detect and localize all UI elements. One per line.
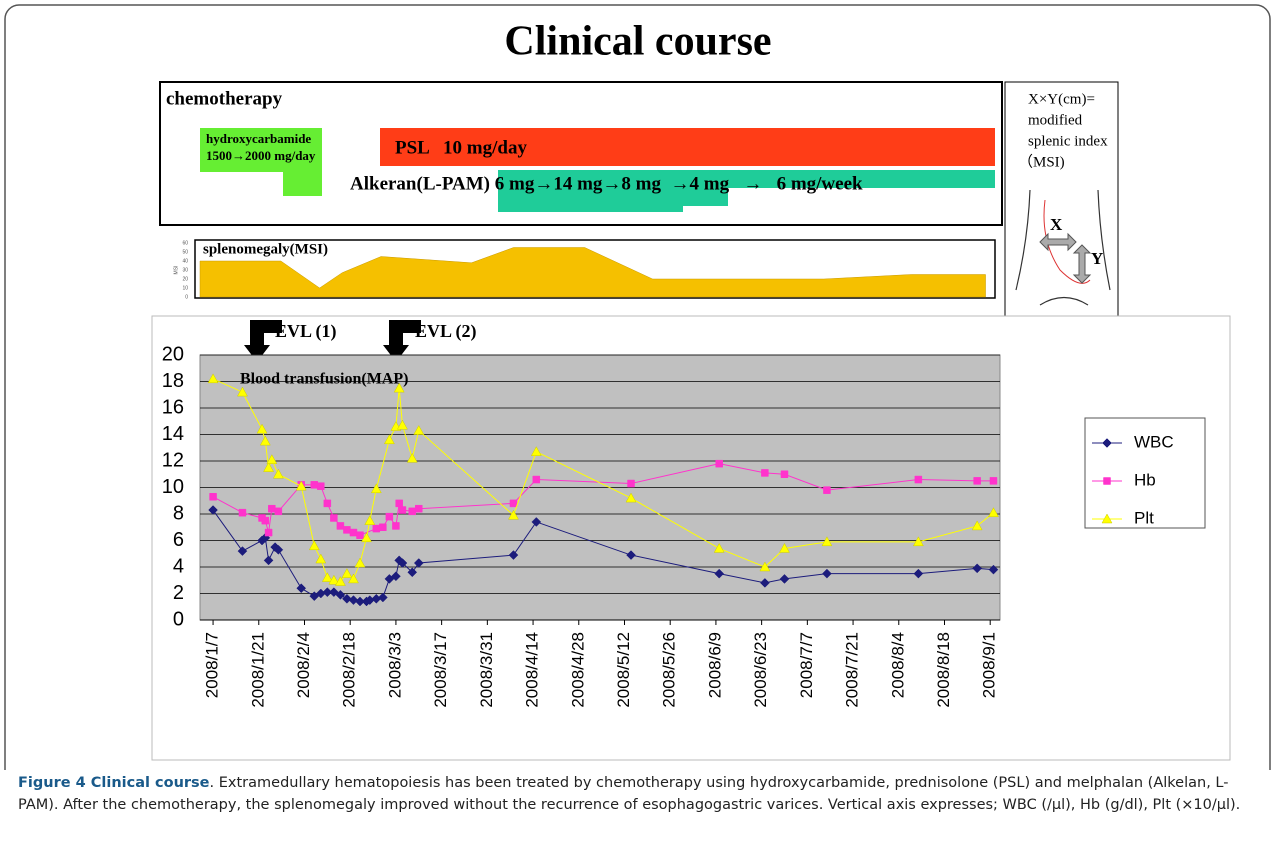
panel-title: splenomegaly(MSI)	[203, 241, 328, 257]
y-tick-label: 2	[173, 582, 184, 604]
marker	[210, 493, 217, 500]
y-tick-label: 14	[162, 423, 184, 445]
x-tick-label: 2008/6/9	[705, 632, 724, 698]
y-arrow	[1074, 245, 1090, 283]
x-tick-label: 2008/8/4	[888, 632, 907, 698]
annotation: EVL (1)	[275, 321, 337, 342]
marker	[990, 477, 997, 484]
torso	[1016, 190, 1110, 305]
x-tick-label: 2008/2/4	[294, 632, 313, 698]
msi-axis: X	[1050, 215, 1063, 234]
annotation: EVL (2)	[415, 321, 477, 342]
marker	[317, 483, 324, 490]
x-tick-label: 2008/1/7	[203, 632, 222, 698]
msi-note: modified	[1028, 112, 1083, 128]
marker	[628, 480, 635, 487]
marker	[399, 507, 406, 514]
marker	[357, 532, 364, 539]
y-tick-label: 30	[182, 267, 188, 273]
y-tick-label: 20	[162, 343, 184, 365]
marker	[275, 508, 282, 515]
msi-axis: Y	[1091, 249, 1103, 268]
alkeran-label: Alkeran(L-PAM) 6 mg→14 mg→8 mg →4 mg → 6…	[350, 173, 863, 194]
marker	[265, 529, 272, 536]
y-tick-label: 50	[182, 249, 188, 255]
marker	[396, 500, 403, 507]
marker	[311, 481, 318, 488]
marker	[324, 500, 331, 507]
x-tick-label: 2008/4/28	[568, 632, 587, 708]
page: { "title": "Clinical course", "chemother…	[0, 0, 1276, 863]
y-tick-label: 18	[162, 370, 184, 392]
y-tick-label: 12	[162, 449, 184, 471]
y-tick-label: 6	[173, 529, 184, 551]
x-tick-label: 2008/3/3	[385, 632, 404, 698]
marker	[409, 508, 416, 515]
x-tick-label: 2008/5/26	[660, 632, 679, 708]
x-tick-label: 2008/9/1	[980, 632, 999, 698]
marker	[262, 517, 269, 524]
hydroxy-bar	[283, 170, 322, 196]
y-tick-label: 0	[185, 294, 188, 300]
marker	[761, 469, 768, 476]
x-arrow	[1040, 234, 1076, 250]
title: Clinical course	[504, 19, 771, 65]
marker	[350, 529, 357, 536]
marker	[343, 526, 350, 533]
y-axis-label: MSI	[173, 266, 179, 275]
hydroxy-dose: 1500→2000 mg/day	[206, 148, 316, 163]
x-tick-label: 2008/8/18	[934, 632, 953, 708]
marker	[823, 487, 830, 494]
marker	[239, 509, 246, 516]
y-tick-label: 10	[182, 285, 188, 291]
caption-label: Figure 4 Clinical course	[18, 775, 210, 791]
annotation: Blood transfusion(MAP)	[240, 371, 408, 388]
x-tick-label: 2008/3/17	[431, 632, 450, 708]
x-tick-label: 2008/7/21	[843, 632, 862, 708]
marker	[386, 513, 393, 520]
x-tick-label: 2008/1/21	[248, 632, 267, 708]
x-tick-label: 2008/2/18	[340, 632, 359, 708]
x-tick-label: 2008/3/31	[477, 632, 496, 708]
x-tick-label: 2008/5/12	[614, 632, 633, 708]
y-tick-label: 0	[173, 608, 184, 630]
msi-note: （MSI)	[1018, 153, 1065, 170]
legend-label: Plt	[1134, 508, 1154, 527]
x-tick-label: 2008/6/23	[751, 632, 770, 708]
marker	[379, 524, 386, 531]
marker	[330, 514, 337, 521]
y-tick-label: 60	[182, 240, 188, 246]
marker	[415, 505, 422, 512]
marker	[915, 476, 922, 483]
marker	[781, 471, 788, 478]
y-tick-label: 20	[182, 276, 188, 282]
marker	[974, 477, 981, 484]
y-tick-label: 10	[162, 476, 184, 498]
y-tick-label: 8	[173, 502, 184, 524]
y-tick-label: 16	[162, 396, 184, 418]
legend-marker	[1104, 478, 1111, 485]
marker	[716, 460, 723, 467]
y-tick-label: 40	[182, 258, 188, 264]
x-tick-label: 2008/4/14	[523, 632, 542, 708]
msi-note: splenic index	[1028, 133, 1108, 149]
chemo-label: chemotherapy	[166, 88, 283, 109]
hydroxy-label: hydroxycarbamide	[206, 131, 311, 146]
marker	[337, 522, 344, 529]
figure: Clinical course chemotherapy hydroxycarb…	[0, 0, 1276, 770]
x-tick-label: 2008/7/7	[797, 632, 816, 698]
marker	[510, 500, 517, 507]
y-tick-label: 4	[173, 555, 184, 577]
marker	[392, 522, 399, 529]
psl-label: PSL 10 mg/day	[395, 137, 527, 158]
marker	[268, 505, 275, 512]
legend-label: Hb	[1134, 470, 1156, 489]
marker	[373, 525, 380, 532]
caption: Figure 4 Clinical course. Extramedullary…	[18, 772, 1258, 816]
msi-note: X×Y(cm)=	[1028, 91, 1095, 107]
marker	[533, 476, 540, 483]
legend-label: WBC	[1134, 432, 1174, 451]
